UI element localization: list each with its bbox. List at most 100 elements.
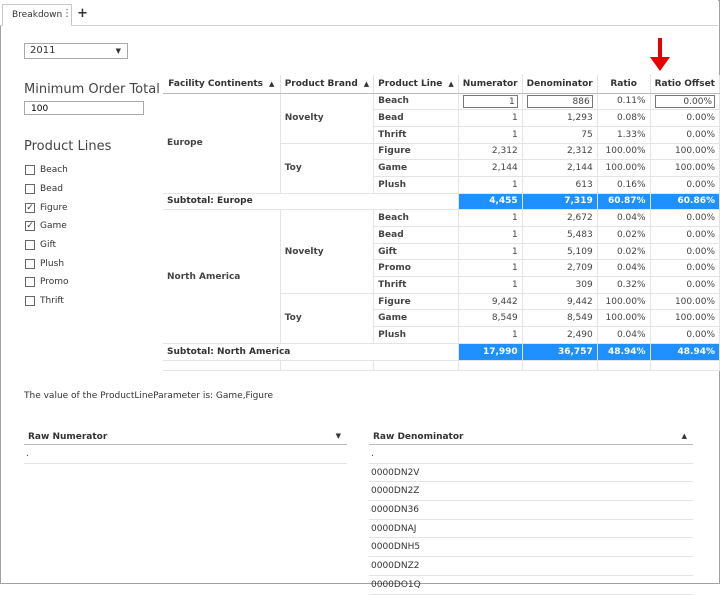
- line-cell: Game: [373, 159, 459, 177]
- list-item[interactable]: .: [369, 445, 693, 464]
- list-item[interactable]: 0000DNZ2: [369, 557, 693, 576]
- value-cell: 1: [457, 226, 523, 244]
- value-cell: 0.00%: [650, 276, 720, 294]
- list-item[interactable]: .: [24, 445, 347, 464]
- value-cell: 5,109: [522, 243, 598, 261]
- table-row: Bead 1 1,293 0.08% 0.00%: [163, 109, 720, 127]
- min-order-input[interactable]: [24, 101, 144, 115]
- col-header-line[interactable]: Product Line ▲: [373, 75, 459, 94]
- list-item[interactable]: 0000DN2V: [369, 464, 693, 483]
- value-cell: 2,144: [457, 159, 523, 177]
- tab-more-icon[interactable]: ⋮: [62, 8, 72, 19]
- value-cell: 1: [457, 126, 523, 144]
- subtotal-value: 36,757: [522, 343, 598, 361]
- checkbox-label: Beach: [40, 165, 68, 176]
- add-tab-icon[interactable]: +: [77, 6, 88, 21]
- checkbox-checked-icon[interactable]: ✓: [25, 221, 35, 232]
- product-line-checkbox-item[interactable]: Thrift: [25, 292, 69, 311]
- table-row: Plush 1 613 0.16% 0.00%: [163, 176, 720, 194]
- raw-numerator-header[interactable]: Raw Numerator ▼: [24, 427, 347, 445]
- col-header-numerator[interactable]: Numerator: [458, 75, 523, 94]
- checkbox-unchecked-icon[interactable]: [25, 277, 35, 288]
- value-cell: 0.00%: [650, 176, 720, 194]
- table-row: Game 8,549 8,549 100.00% 100.00%: [163, 309, 720, 328]
- list-item[interactable]: 0000DNH5: [369, 538, 693, 558]
- product-line-checkbox-item[interactable]: ✓ Figure: [25, 198, 69, 217]
- checkbox-unchecked-icon[interactable]: [25, 296, 35, 307]
- table-row-empty: [163, 360, 720, 371]
- value-cell: 9,442: [522, 293, 598, 311]
- brand-cell: Novelty: [280, 209, 375, 294]
- checkbox-unchecked-icon[interactable]: [25, 240, 35, 251]
- sort-desc-icon: ▼: [335, 432, 341, 440]
- tab-label: Breakdown: [12, 10, 63, 20]
- col-header-ratio[interactable]: Ratio: [597, 75, 651, 94]
- brand-cell: Toy: [280, 293, 375, 344]
- value-cell: 1: [457, 276, 523, 294]
- list-item[interactable]: 0000DN2Z: [369, 482, 693, 502]
- min-order-title: Minimum Order Total: [24, 82, 160, 97]
- raw-denominator-header[interactable]: Raw Denominator ▲: [369, 427, 693, 445]
- product-line-checkbox-item[interactable]: Promo: [25, 273, 69, 292]
- value-cell: 0.11%: [597, 93, 651, 111]
- col-header-continent[interactable]: Facility Continents ▲: [163, 75, 281, 94]
- value-cell: 2,144: [522, 159, 598, 177]
- value-cell: 1: [457, 176, 523, 194]
- sort-asc-icon: ▲: [269, 79, 275, 88]
- product-line-checkbox-item[interactable]: Gift: [25, 236, 69, 255]
- value-text: 1: [462, 94, 518, 108]
- list-item[interactable]: 0000DNAJ: [369, 520, 693, 539]
- value-text: 0.00%: [654, 94, 715, 108]
- product-line-checkbox-item[interactable]: ✓ Game: [25, 217, 69, 236]
- value-cell: 100.00%: [650, 143, 720, 161]
- value-cell: 0.00%: [650, 126, 720, 144]
- table-row: Toy Figure 2,312 2,312 100.00% 100.00%: [163, 143, 720, 194]
- tab-breakdown[interactable]: Breakdown: [2, 4, 72, 26]
- table-row: Thrift 1 309 0.32% 0.00%: [163, 276, 720, 294]
- col-header-brand[interactable]: Product Brand ▲: [280, 75, 375, 94]
- checkbox-unchecked-icon[interactable]: [25, 258, 35, 269]
- checkbox-label: Thrift: [40, 296, 64, 307]
- subtotal-value: 60.86%: [650, 193, 720, 211]
- value-text: 886: [526, 94, 593, 108]
- checkbox-unchecked-icon[interactable]: [25, 184, 35, 195]
- value-cell: 0.04%: [597, 209, 651, 227]
- line-cell: Figure: [373, 143, 459, 161]
- subtotal-row: Subtotal: North America 17,990 36,757 48.94…: [163, 343, 720, 361]
- product-line-checkbox-item[interactable]: Plush: [25, 254, 69, 273]
- year-select[interactable]: 2011 ▼: [24, 43, 128, 59]
- checkbox-label: Game: [40, 221, 67, 232]
- value-cell: 2,672: [522, 209, 598, 227]
- subtotal-value: 4,455: [458, 193, 523, 211]
- raw-numerator-list[interactable]: Raw Numerator ▼ .: [24, 427, 347, 464]
- col-header-ratio-offset[interactable]: Ratio Offset: [650, 75, 720, 94]
- value-cell: 100.00%: [650, 309, 720, 328]
- year-select-value: 2011: [30, 45, 56, 56]
- sort-asc-icon: ▲: [448, 79, 454, 88]
- list-item[interactable]: 0000DO1Q: [369, 576, 693, 595]
- brand-cell: Toy: [280, 143, 375, 194]
- table-row: Plush 1 2,490 0.04% 0.00%: [163, 326, 720, 344]
- value-cell: 886: [522, 93, 598, 111]
- checkbox-label: Promo: [40, 277, 69, 288]
- value-cell: 0.02%: [597, 226, 651, 244]
- value-cell: 5,483: [522, 226, 598, 244]
- col-header-denominator[interactable]: Denominator: [522, 75, 598, 94]
- list-item[interactable]: 0000DN36: [369, 501, 693, 520]
- line-cell: Plush: [373, 176, 459, 194]
- line-cell: Beach: [373, 209, 459, 227]
- value-cell: 0.00%: [650, 109, 720, 127]
- product-line-checkbox-item[interactable]: Beach: [25, 161, 69, 180]
- checkbox-unchecked-icon[interactable]: [25, 165, 35, 176]
- subtotal-value: 48.94%: [597, 343, 651, 361]
- line-cell: Thrift: [373, 126, 459, 144]
- checkbox-label: Bead: [40, 184, 63, 195]
- value-cell: 309: [522, 276, 598, 294]
- product-line-checkbox-item[interactable]: Bead: [25, 180, 69, 199]
- line-cell: Gift: [373, 243, 459, 261]
- raw-denominator-list[interactable]: Raw Denominator ▲ . 0000DN2V 0000DN2Z 0000DN…: [369, 427, 693, 595]
- checkbox-checked-icon[interactable]: ✓: [25, 202, 35, 213]
- value-cell: 2,709: [522, 259, 598, 278]
- line-cell: Bead: [373, 226, 459, 244]
- value-cell: 0.08%: [597, 109, 651, 127]
